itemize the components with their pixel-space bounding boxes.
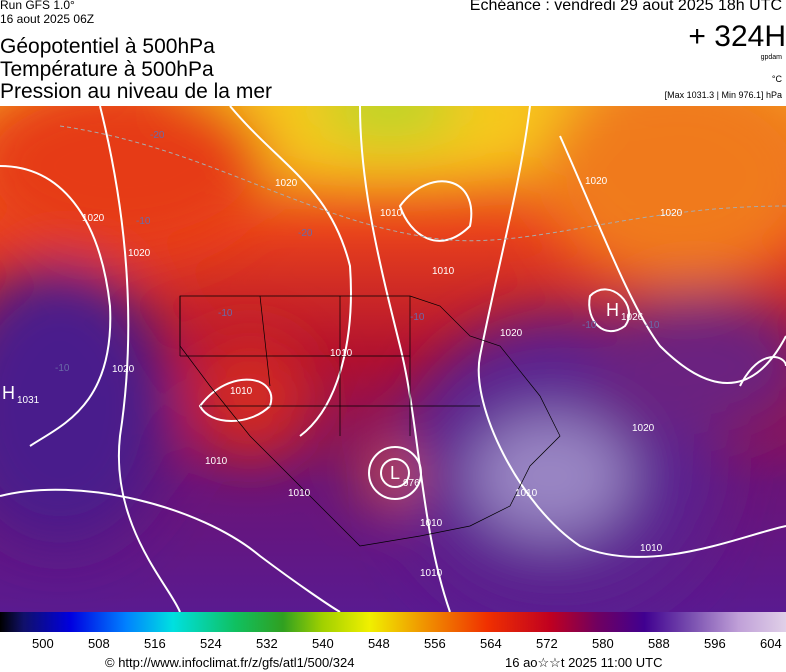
temperature-label: -10	[218, 308, 233, 319]
low-value: 976	[403, 478, 420, 489]
temperature-label: -10	[410, 312, 425, 323]
colorbar-tick: 572	[536, 636, 558, 651]
colorbar-tick: 596	[704, 636, 726, 651]
title: Température à 500hPa	[0, 58, 214, 81]
high-value: 1031	[17, 395, 40, 406]
temperature-label: -10	[55, 363, 70, 374]
colorbar-tick: 508	[88, 636, 110, 651]
temperature-label: -10	[136, 216, 151, 227]
colorbar-tick: 556	[424, 636, 446, 651]
colorbar-tick: 524	[200, 636, 222, 651]
title: Pression au niveau de la mer	[0, 80, 272, 103]
isobar-label: 1010	[330, 348, 353, 359]
isobar-label: 1010	[205, 456, 228, 467]
isobar-label: 1020	[500, 328, 523, 339]
map: H 1031 H 1026 L 976 1020 1020 1020 1010 1010…	[0, 106, 786, 612]
temperature-label: -20	[298, 228, 313, 239]
title: Géopotentiel à 500hPa	[0, 35, 215, 58]
colorbar-tick: 548	[368, 636, 390, 651]
isobar-label: 1010	[380, 208, 403, 219]
echeance: Echéance : vendredi 29 aout 2025 18h UTC	[469, 0, 782, 14]
temperature-label: -20	[150, 130, 165, 141]
isobar-label: 1010	[640, 543, 663, 554]
low-symbol: L	[390, 463, 400, 483]
isobar-label: 1010	[432, 266, 455, 277]
colorbar-tick: 532	[256, 636, 278, 651]
temperature-label: -10	[582, 320, 597, 331]
colorbar	[0, 612, 786, 632]
high-value: 1026	[621, 312, 644, 323]
colorbar-tick: 500	[32, 636, 54, 651]
colorbar-tick: 516	[144, 636, 166, 651]
run-label: Run GFS 1.0°	[0, 0, 75, 12]
run-date: 16 aout 2025 06Z	[0, 12, 95, 26]
isobar-label: 1020	[275, 178, 298, 189]
colorbar-tick: 540	[312, 636, 334, 651]
lead-time: + 324H	[688, 20, 786, 53]
extremes: [Max 1031.3 | Min 976.1] hPa	[664, 90, 782, 100]
isobar-label: 1020	[632, 423, 655, 434]
isobar-label: 1020	[585, 176, 608, 187]
isobar-label: 1020	[660, 208, 683, 219]
colorbar-tick: 588	[648, 636, 670, 651]
isobar-label: 1010	[420, 568, 443, 579]
isobar-label: 1010	[515, 488, 538, 499]
high-symbol: H	[2, 383, 15, 403]
isobar-label: 1020	[128, 248, 151, 259]
isobar-label: 1010	[230, 386, 253, 397]
high-symbol: H	[606, 300, 619, 320]
colorbar-tick: 564	[480, 636, 502, 651]
footer-date: 16 ao☆☆t 2025 11:00 UTC	[505, 655, 663, 670]
colorbar-tick: 580	[592, 636, 614, 651]
temperature-label: -10	[645, 320, 660, 331]
isobar-label: 1020	[112, 364, 135, 375]
isobar-label: 1010	[420, 518, 443, 529]
unit-geo: gpdam	[760, 54, 782, 61]
footer-source: © http://www.infoclimat.fr/z/gfs/atl1/50…	[105, 655, 355, 670]
isobar-label: 1010	[288, 488, 311, 499]
unit-temp: °C	[771, 74, 782, 84]
colorbar-tick: 604	[760, 636, 782, 651]
isobar-label: 1020	[82, 213, 105, 224]
